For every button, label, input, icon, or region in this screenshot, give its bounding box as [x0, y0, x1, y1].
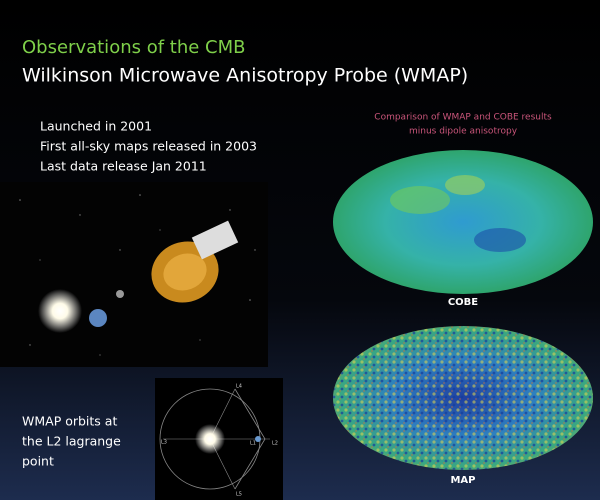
map-label: COBE [448, 297, 478, 308]
lagrange-label: L2 [272, 441, 278, 447]
lagrange-label: L3 [161, 440, 167, 446]
orbit-text: point [22, 454, 54, 469]
map-label: MAP [450, 475, 475, 486]
fact: Last data release Jan 2011 [40, 159, 207, 174]
comparison-caption: minus dipole anisotropy [409, 127, 518, 137]
title: Observations of the CMB [22, 37, 246, 58]
wmap-map [333, 326, 593, 470]
orbit-text: WMAP orbits at [22, 414, 117, 429]
orbit-text: the L2 lagrange [22, 434, 121, 449]
comparison-caption: Comparison of WMAP and COBE results [374, 113, 552, 123]
spacecraft-image [0, 182, 268, 367]
fact: First all-sky maps released in 2003 [40, 139, 257, 154]
lagrange-label: L4 [236, 384, 242, 390]
lagrange-label: L1 [250, 441, 256, 447]
fact: Launched in 2001 [40, 119, 152, 134]
lagrange-label: L5 [236, 492, 242, 498]
subtitle: Wilkinson Microwave Anisotropy Probe (WM… [22, 65, 468, 87]
lagrange-diagram [155, 378, 283, 500]
cobe-map [333, 150, 593, 294]
